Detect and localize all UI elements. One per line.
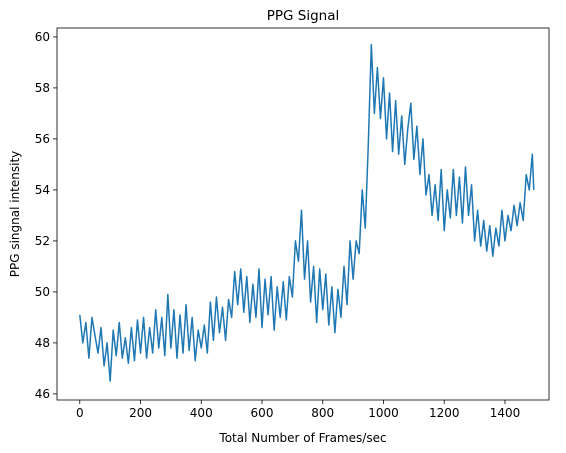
x-tick-label: 0 <box>76 406 84 420</box>
y-tick-label: 54 <box>35 183 50 197</box>
data-line <box>79 43 535 382</box>
x-tick-label: 400 <box>190 406 213 420</box>
x-tick-label: 1200 <box>429 406 460 420</box>
x-tick-label: 200 <box>129 406 152 420</box>
y-axis-label: PPG singnal intensity <box>8 151 22 278</box>
plot-frame <box>56 27 550 401</box>
chart-title: PPG Signal <box>267 8 340 24</box>
x-tick-label: 800 <box>311 406 334 420</box>
y-tick-label: 48 <box>35 336 50 350</box>
y-tick-label: 46 <box>35 387 50 401</box>
x-tick-label: 600 <box>251 406 274 420</box>
x-tick-label: 1400 <box>490 406 521 420</box>
y-tick-label: 58 <box>35 81 50 95</box>
y-tick-label: 56 <box>35 132 50 146</box>
y-tick-label: 50 <box>35 285 50 299</box>
x-axis-label: Total Number of Frames/sec <box>218 431 386 445</box>
y-tick-label: 52 <box>35 234 50 248</box>
y-tick-label: 60 <box>35 30 50 44</box>
x-tick-label: 1000 <box>368 406 399 420</box>
